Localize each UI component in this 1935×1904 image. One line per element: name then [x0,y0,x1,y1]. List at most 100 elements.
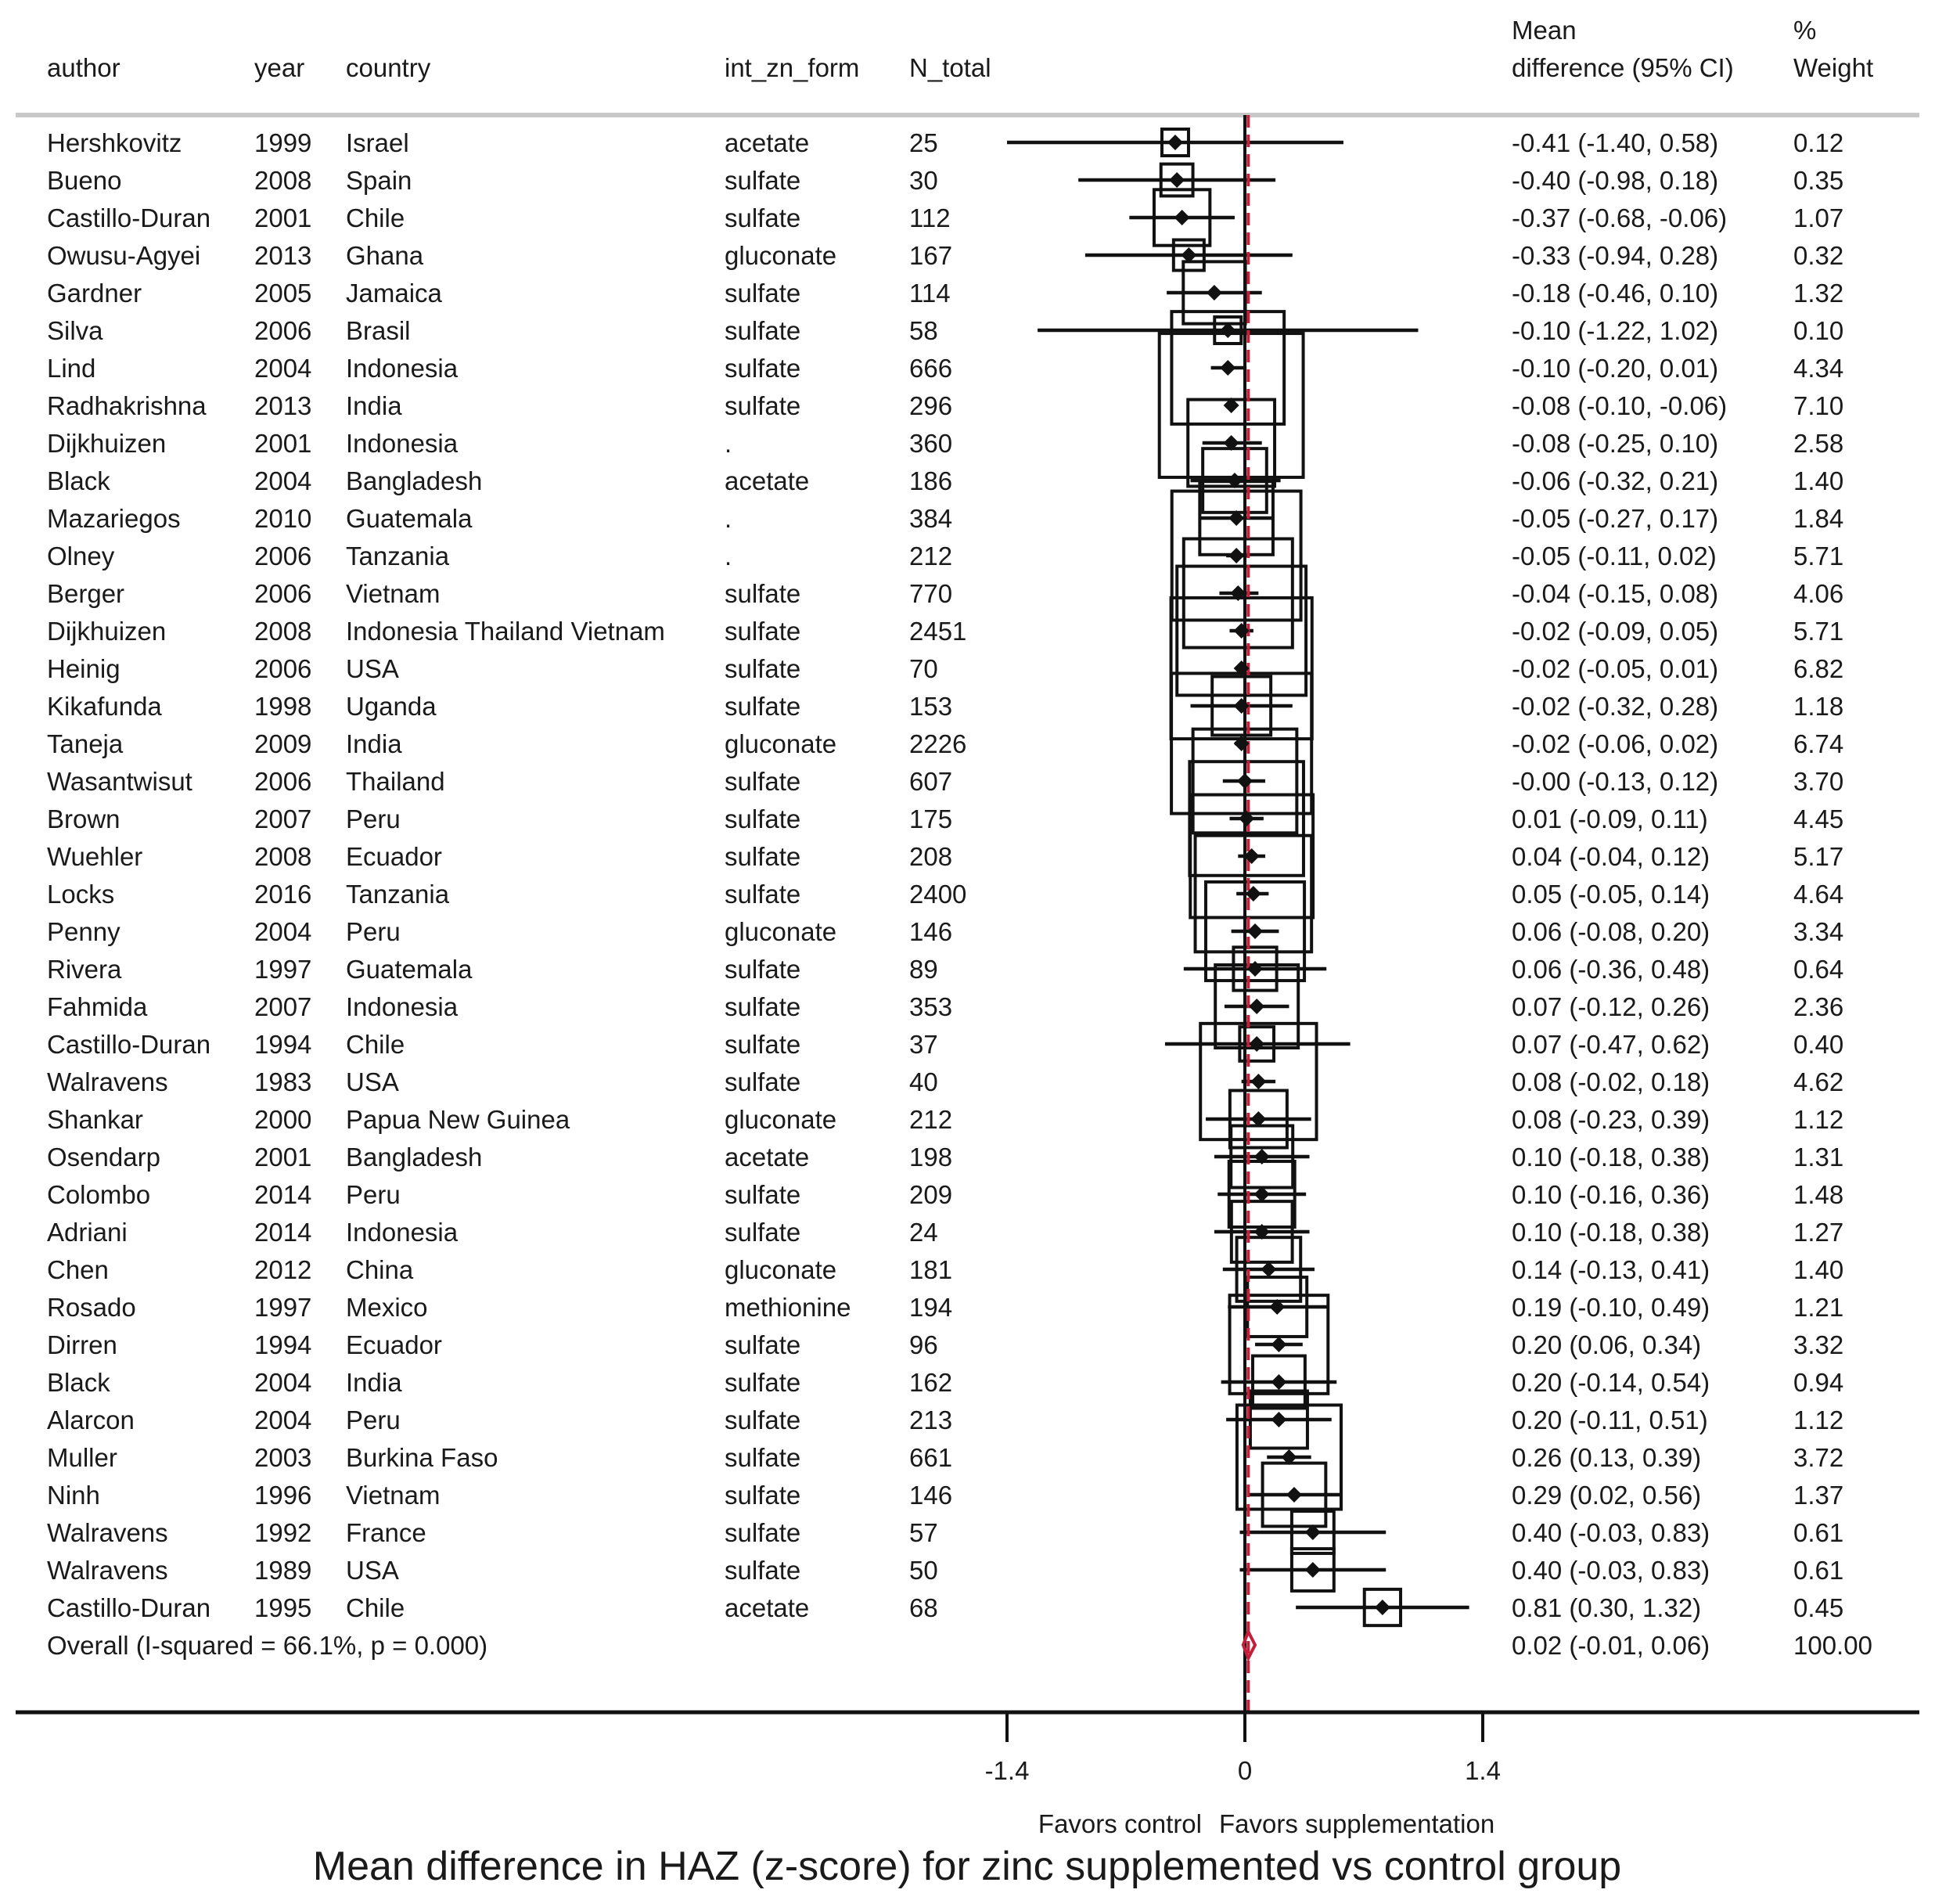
study-row: Alarcon 2004 Peru sulfate 213 0.20 (-0.11, 0.… [47,1406,1843,1434]
study-author: Alarcon [47,1406,135,1434]
overall-weight-text: 100.00 [1793,1631,1872,1660]
study-n-total: 24 [909,1218,938,1247]
study-ci-text: -0.05 (-0.11, 0.02) [1512,542,1717,570]
point-estimate-marker [1261,1262,1277,1277]
study-ci-text: 0.81 (0.30, 1.32) [1512,1593,1701,1622]
study-row: Wuehler 2008 Ecuador sulfate 208 0.04 (-0.04,… [47,842,1843,871]
study-zinc-form: sulfate [725,1067,800,1096]
study-n-total: 167 [909,241,952,270]
study-row: Muller 2003 Burkina Faso sulfate 661 0.26 (0.… [47,1443,1843,1472]
study-year: 2004 [254,354,311,383]
study-zinc-form: sulfate [725,880,800,909]
study-ci-text: 0.26 (0.13, 0.39) [1512,1443,1701,1472]
study-author: Brown [47,804,120,833]
study-weight-text: 3.72 [1793,1443,1843,1472]
study-author: Heinig [47,654,120,683]
study-rows: Hershkovitz 1999 Israel acetate 25 -0.41 (-1.… [47,128,1872,1660]
study-ci-text: 0.10 (-0.18, 0.38) [1512,1218,1710,1247]
weight-box [1199,1021,1318,1142]
x-tick-label: 0 [1238,1756,1252,1785]
study-row: Fahmida 2007 Indonesia sulfate 353 0.07 (-0.1… [47,992,1843,1021]
point-estimate-marker [1249,999,1265,1014]
study-author: Rivera [47,955,122,984]
study-weight-text: 5.71 [1793,617,1843,646]
study-year: 2006 [254,579,311,608]
study-weight-text: 0.40 [1793,1030,1843,1059]
study-year: 1996 [254,1481,311,1510]
study-country: Ecuador [346,1330,442,1359]
study-row: Olney 2006 Tanzania. 212 -0.05 (-0.11, 0.02)… [47,542,1843,570]
header-year: year [254,53,304,82]
x-ticks: -1.4 0 1.4 [985,1712,1501,1785]
study-author: Bueno [47,166,121,195]
study-zinc-form: sulfate [725,804,800,833]
study-author: Olney [47,542,115,570]
study-weight-text: 1.40 [1793,1255,1843,1284]
study-zinc-form: sulfate [725,1330,800,1359]
study-year: 1992 [254,1518,311,1547]
study-country: Chile [346,1030,405,1059]
study-zinc-form: sulfate [725,1481,800,1510]
study-author: Osendarp [47,1143,160,1172]
point-estimate-marker [1239,811,1255,826]
study-n-total: 209 [909,1180,952,1209]
study-n-total: 30 [909,166,938,195]
study-weight-text: 1.27 [1793,1218,1843,1247]
weight-box [1228,1294,1330,1395]
study-n-total: 114 [909,279,951,308]
study-row: Bueno 2008 Spain sulfate 30 -0.40 (-0.98, 0.1… [47,166,1843,195]
point-estimate-marker [1233,623,1250,639]
weight-box [1235,1403,1343,1511]
study-weight-text: 2.58 [1793,429,1843,458]
study-country: USA [346,1067,399,1096]
study-n-total: 666 [909,354,952,383]
study-year: 2016 [254,880,311,909]
point-estimate-marker [1228,510,1245,526]
study-author: Owusu-Agyei [47,241,200,270]
study-n-total: 89 [909,955,938,984]
study-zinc-form: sulfate [725,316,800,345]
study-ci-text: 0.14 (-0.13, 0.41) [1512,1255,1710,1284]
point-estimate-marker [1167,135,1183,150]
study-ci-text: 0.01 (-0.09, 0.11) [1512,804,1708,833]
study-year: 2008 [254,617,311,646]
study-row: Mazariegos 2010 Guatemala. 384 -0.05 (-0.27,… [47,504,1843,533]
study-author: Gardner [47,279,142,308]
study-weight-text: 0.10 [1793,316,1843,345]
study-ci-text: -0.02 (-0.09, 0.05) [1512,617,1718,646]
study-author: Ninh [47,1481,100,1510]
study-weight-text: 3.70 [1793,767,1843,796]
header-weight-line1: % [1793,16,1816,45]
study-year: 2006 [254,542,311,570]
study-year: 2000 [254,1105,311,1134]
weight-box [1193,833,1314,954]
study-weight-text: 0.32 [1793,241,1843,270]
study-n-total: 607 [909,767,952,796]
study-country: Ghana [346,241,424,270]
study-row: Berger 2006 Vietnam sulfate 770 -0.04 (-0.15,… [47,579,1843,608]
study-author: Dijkhuizen [47,617,166,646]
header-country: country [346,53,431,82]
study-year: 2004 [254,917,311,946]
study-author: Wuehler [47,842,142,871]
study-author: Shankar [47,1105,143,1134]
study-country: Indonesia [346,1218,459,1247]
study-year: 2001 [254,203,311,232]
study-ci-text: 0.10 (-0.18, 0.38) [1512,1143,1710,1172]
study-zinc-form: sulfate [725,203,800,232]
favors-right-label: Favors supplementation [1219,1809,1494,1838]
study-country: Ecuador [346,842,442,871]
study-country: Vietnam [346,579,440,608]
study-year: 2007 [254,992,311,1021]
study-row: Colombo 2014 Peru sulfate 209 0.10 (-0.16, 0.… [47,1180,1843,1209]
study-n-total: 40 [909,1067,938,1096]
study-n-total: 96 [909,1330,938,1359]
study-weight-text: 1.18 [1793,692,1843,721]
study-year: 2013 [254,241,311,270]
study-zinc-form: sulfate [725,1180,800,1209]
study-ci-text: -0.02 (-0.05, 0.01) [1512,654,1718,683]
point-estimate-marker [1247,961,1264,977]
study-ci-text: -0.18 (-0.46, 0.10) [1512,279,1718,308]
study-ci-text: -0.41 (-1.40, 0.58) [1512,128,1718,157]
x-tick-label: 1.4 [1465,1756,1501,1785]
